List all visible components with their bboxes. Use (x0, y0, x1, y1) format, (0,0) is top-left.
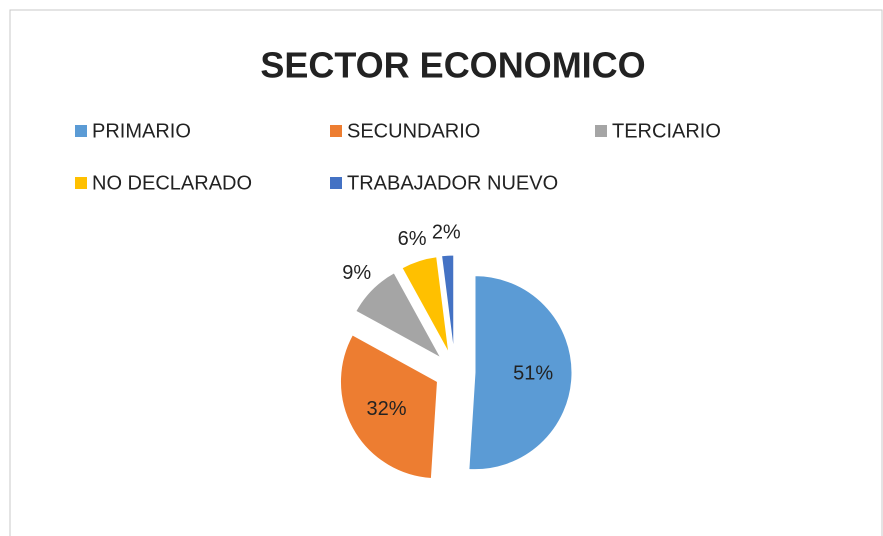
pie-slice (401, 256, 450, 354)
pie-slice (339, 334, 438, 479)
legend-label: TERCIARIO (612, 120, 721, 142)
legend-label: NO DECLARADO (92, 172, 252, 194)
data-label: 32% (366, 398, 406, 420)
legend-label: PRIMARIO (92, 120, 191, 142)
pie-slice (355, 272, 443, 360)
pie-slice (468, 275, 573, 471)
data-label: 9% (342, 262, 371, 284)
legend-label: SECUNDARIO (347, 120, 480, 142)
legend-swatch (330, 177, 342, 189)
data-label: 2% (432, 222, 461, 244)
legend-swatch (595, 125, 607, 137)
chart-border (9, 9, 883, 536)
data-label: 6% (398, 228, 427, 250)
chart-title: SECTOR ECONOMICO (260, 45, 645, 86)
legend-label: TRABAJADOR NUEVO (347, 172, 558, 194)
data-label: 51% (513, 363, 553, 385)
legend-swatch (75, 177, 87, 189)
pie-slice (441, 254, 455, 353)
legend-swatch (330, 125, 342, 137)
legend-swatch (75, 125, 87, 137)
